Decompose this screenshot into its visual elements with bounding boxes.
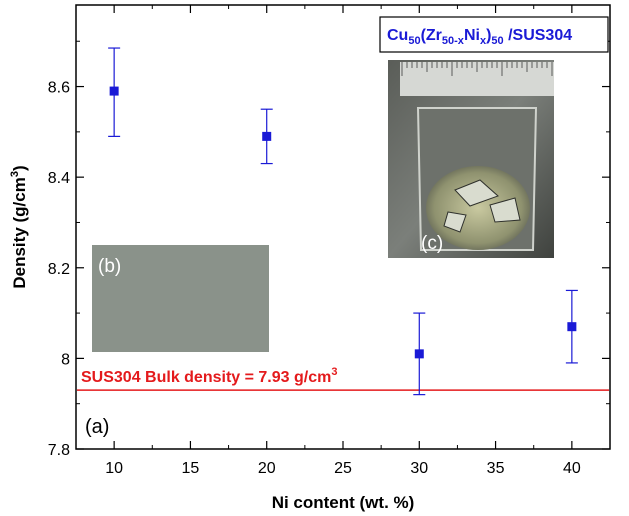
y-tick-label: 8.6 — [48, 80, 70, 97]
data-point — [262, 131, 272, 141]
x-tick-label: 35 — [487, 460, 505, 477]
inset-c-title-text: Cu50(Zr50-xNix)50 /SUS304 — [387, 27, 572, 47]
inset-b-label: (b) — [98, 256, 121, 277]
inset-c: (c) — [388, 60, 554, 258]
data-series — [108, 47, 578, 396]
x-tick-label: 40 — [563, 460, 581, 477]
x-tick-label: 30 — [410, 460, 428, 477]
y-tick-label: 7.8 — [48, 442, 70, 459]
inset-b: (b) — [92, 245, 269, 352]
data-point — [567, 322, 577, 332]
panel-label: (a) — [85, 416, 109, 438]
data-point — [414, 349, 424, 359]
y-tick-label: 8.2 — [48, 261, 70, 278]
y-tick-label: 8.4 — [48, 170, 70, 187]
reference-line-label: SUS304 Bulk density = 7.93 g/cm3 — [81, 366, 337, 386]
inset-b-image — [92, 245, 269, 352]
x-tick-label: 10 — [105, 460, 123, 477]
x-tick-label: 20 — [258, 460, 276, 477]
y-axis-title: Density (g/cm3) — [9, 165, 29, 288]
ruler-ticks — [401, 62, 553, 76]
x-tick-label: 25 — [334, 460, 352, 477]
inset-c-label: (c) — [421, 233, 443, 254]
y-tick-label: 8 — [61, 351, 70, 368]
x-tick-label: 15 — [182, 460, 200, 477]
y-axis: 7.8 8 8.2 8.4 8.6 — [48, 40, 610, 459]
inset-c-title-box — [379, 16, 609, 53]
metal-flakes — [443, 179, 521, 233]
x-axis: 10 15 20 25 30 35 40 — [105, 5, 581, 477]
x-axis-title: Ni content (wt. %) — [272, 493, 415, 512]
data-point — [109, 86, 119, 96]
inset-c-title: Cu50(Zr50-xNix)50 /SUS304 — [379, 16, 609, 53]
